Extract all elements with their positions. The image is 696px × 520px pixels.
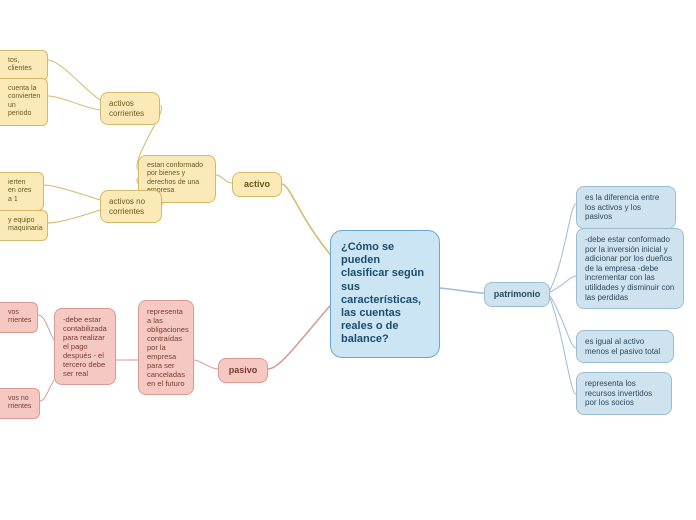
patrimonio-n3: es igual al activo menos el pasivo total [576, 330, 674, 363]
activo-leaf-4: y equipo maquinaria [0, 210, 48, 241]
patrimonio-n4: representa los recursos invertidos por l… [576, 372, 672, 415]
patrimonio-node: patrimonio [484, 282, 550, 307]
pasivo-node: pasivo [218, 358, 268, 383]
pasivo-sub2: vos no rrientes [0, 388, 40, 419]
center-node: ¿Cómo se pueden clasificar según sus car… [330, 230, 440, 358]
pasivo-char: -debe estar contabilizada para realizar … [54, 308, 116, 385]
activo-leaf-1: tos, clientes [0, 50, 48, 81]
pasivo-sub1: vos rrientes [0, 302, 38, 333]
activos-corrientes: activos corrientes [100, 92, 160, 125]
pasivo-desc: representa a las obligaciones contraídas… [138, 300, 194, 395]
patrimonio-n1: es la diferencia entre los activos y los… [576, 186, 676, 229]
activo-leaf-3: ierten en ores a 1 [0, 172, 44, 211]
activo-leaf-2: cuenta la convierten un periodo [0, 78, 48, 126]
activos-no-corrientes: activos no corrientes [100, 190, 162, 223]
patrimonio-n2: -debe estar conformado por la inversión … [576, 228, 684, 309]
activo-node: activo [232, 172, 282, 197]
